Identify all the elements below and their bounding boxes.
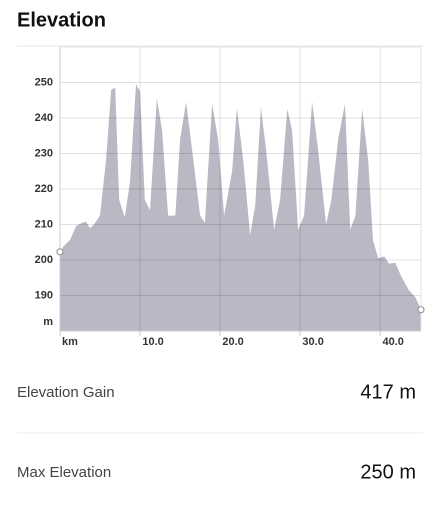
y-tick-label: 190 <box>35 289 53 301</box>
y-tick-label: 220 <box>35 183 53 195</box>
y-tick-label: 210 <box>35 218 53 230</box>
stat-label: Elevation Gain <box>17 384 115 401</box>
y-unit: m <box>43 316 53 328</box>
elevation-area <box>60 84 421 331</box>
x-tick-label: 30.0 <box>302 336 323 348</box>
x-tick-label: 20.0 <box>222 336 243 348</box>
section-title: Elevation <box>17 9 106 31</box>
y-tick-label: 240 <box>35 112 53 124</box>
y-tick-label: 200 <box>35 254 53 266</box>
y-tick-label: 230 <box>35 147 53 159</box>
x-tick-label: 10.0 <box>142 336 163 348</box>
stat-value: 250 m <box>360 461 416 483</box>
stat-value: 417 m <box>360 381 416 403</box>
endpoint <box>56 248 64 256</box>
y-tick-label: 250 <box>35 76 53 88</box>
x-tick-label: 40.0 <box>382 336 403 348</box>
stat-label: Max Elevation <box>17 464 111 481</box>
endpoint <box>417 306 425 314</box>
x-unit: km <box>62 336 78 348</box>
